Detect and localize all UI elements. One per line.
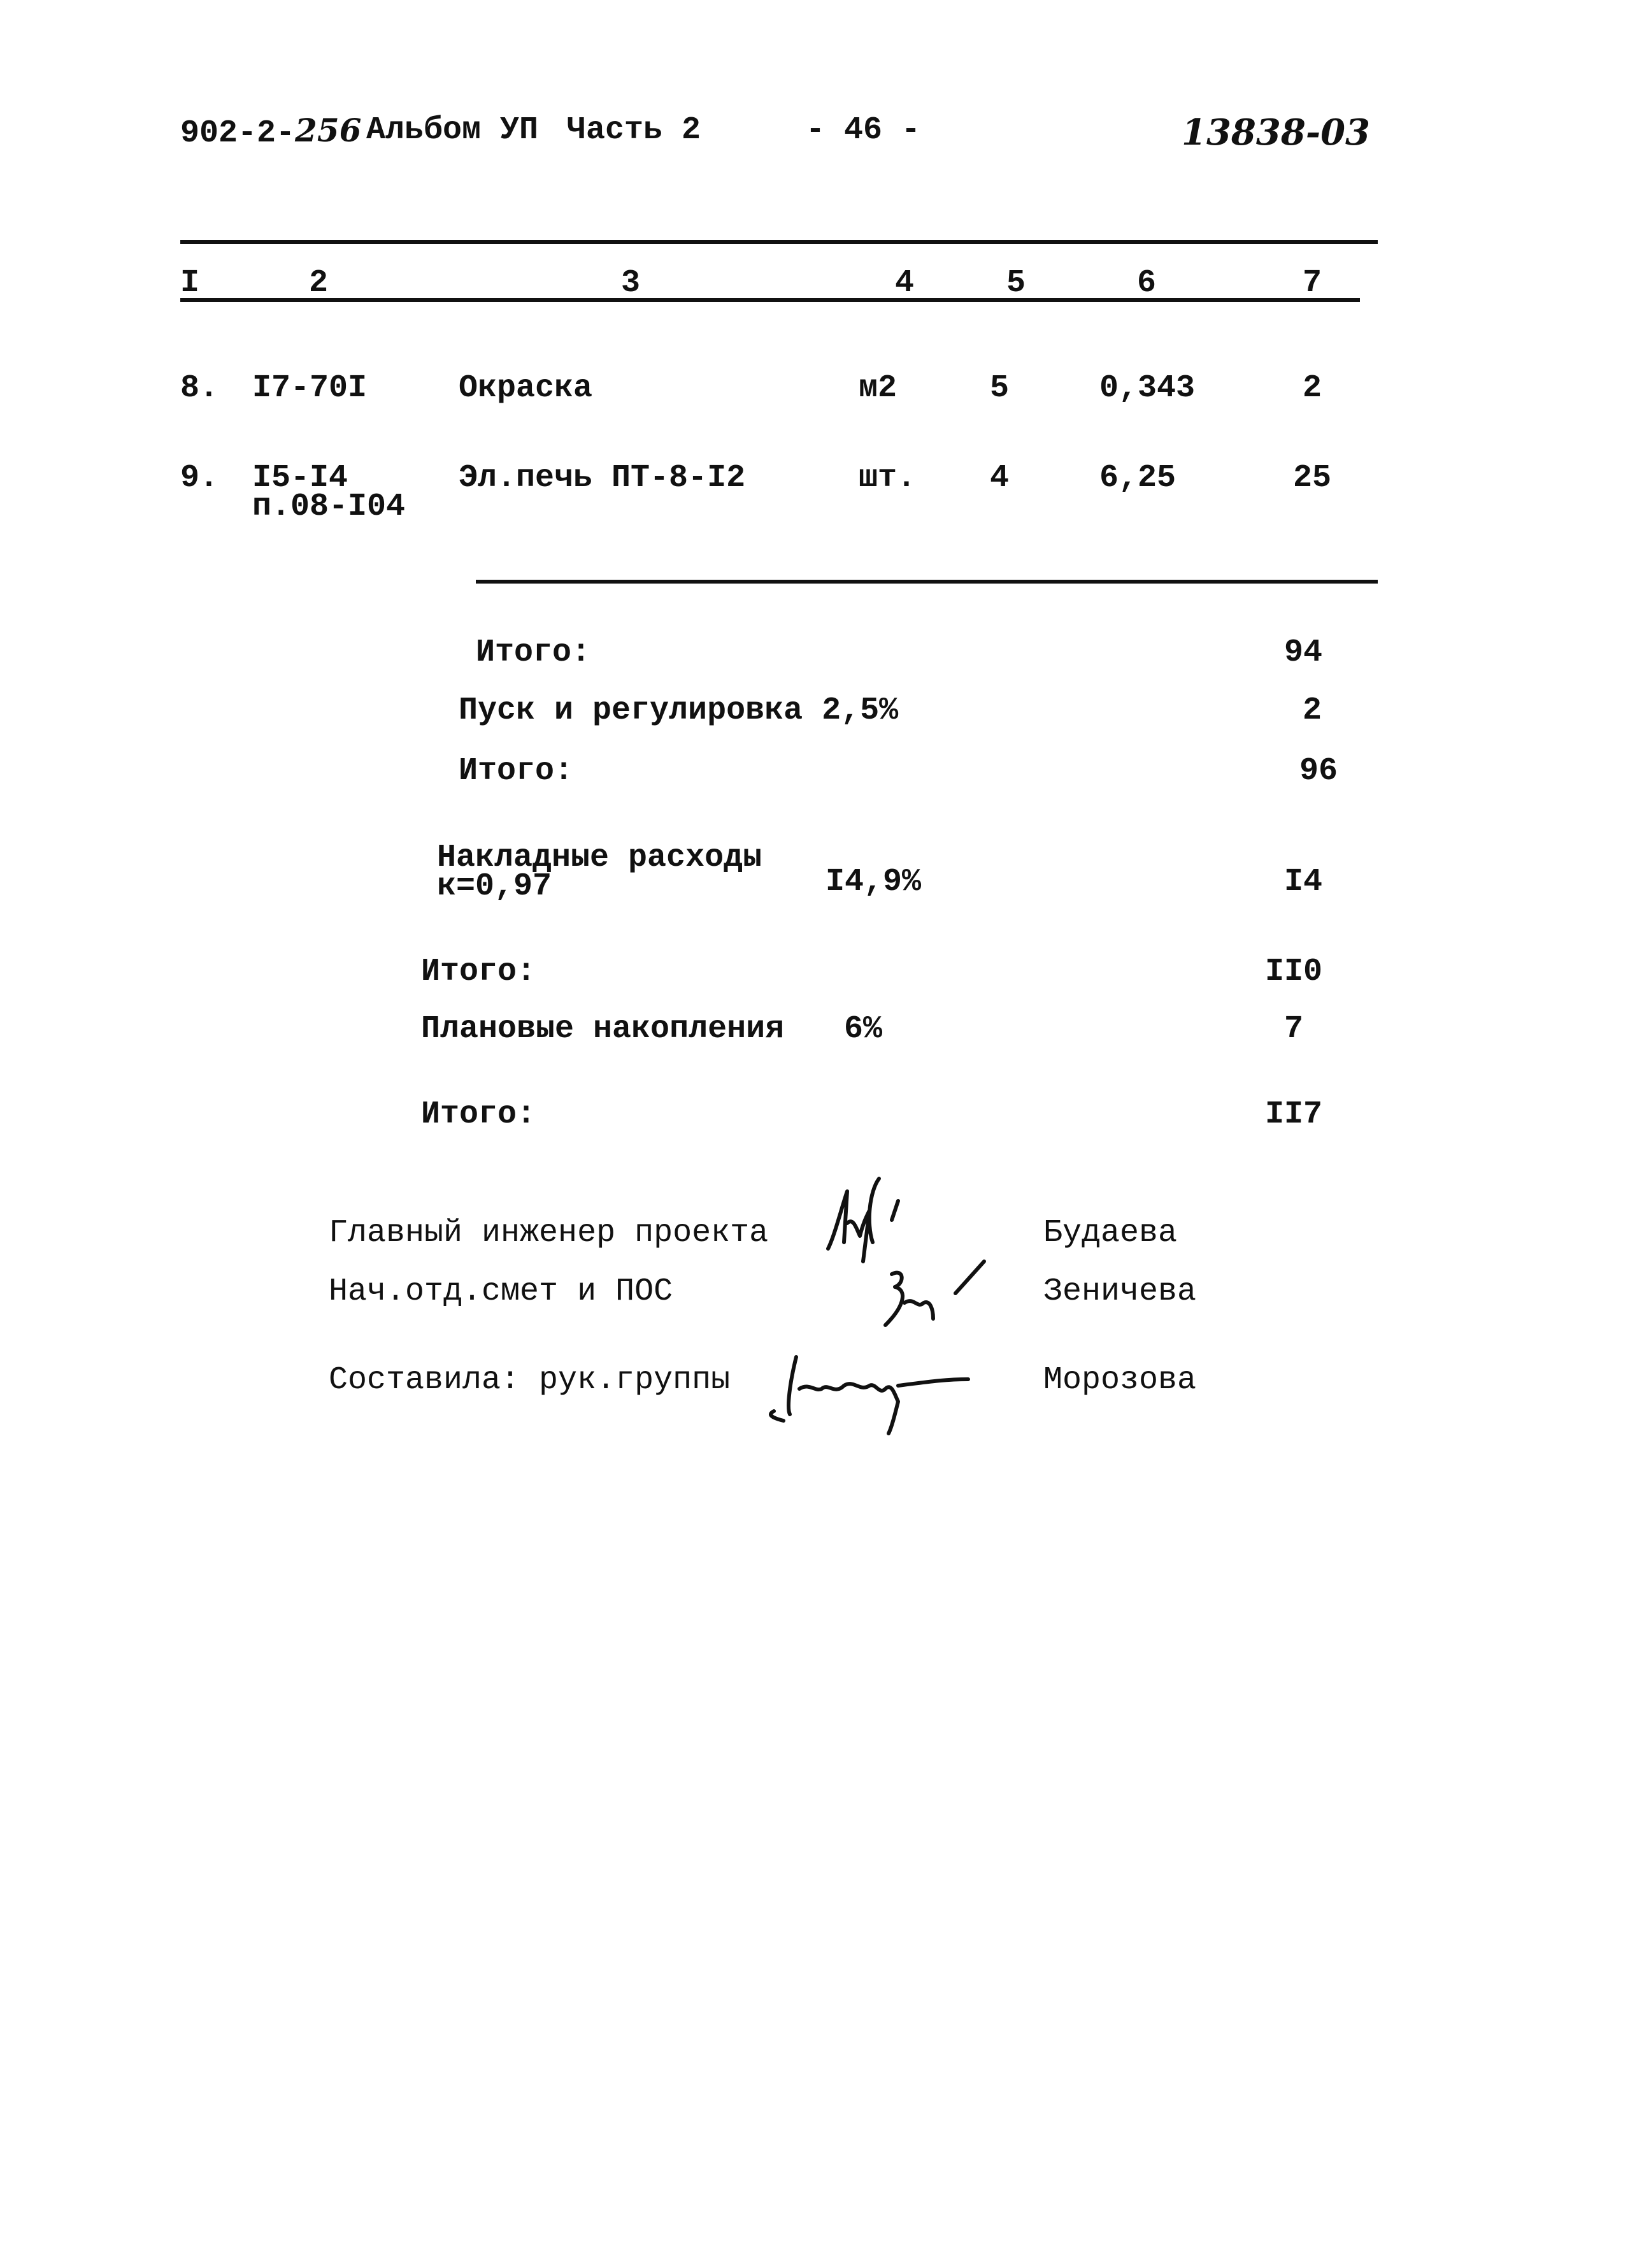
summary-rule — [476, 580, 1378, 584]
signature-name: Зеничева — [1043, 1274, 1197, 1310]
col-header-7: 7 — [1303, 265, 1322, 301]
summary-label: Пуск и регулировка 2,5% — [459, 693, 899, 729]
col-header-6: 6 — [1137, 265, 1157, 301]
signature-role: Составила: рук.группы — [329, 1362, 731, 1398]
row-code: I5-I4 — [252, 460, 348, 496]
row-qty: 5 — [990, 370, 1010, 406]
col-header-4: 4 — [895, 265, 915, 301]
signature-name: Морозова — [1043, 1362, 1197, 1398]
col-header-2: 2 — [309, 265, 329, 301]
summary-label: Накладные расходы — [437, 840, 762, 876]
summary-rate: 6% — [844, 1011, 883, 1047]
col-header-5: 5 — [1006, 265, 1026, 301]
summary-value: 7 — [1284, 1011, 1304, 1047]
col-header-3: 3 — [621, 265, 641, 301]
summary-value: II0 — [1265, 954, 1323, 990]
handwritten-signature-morozova — [769, 1355, 970, 1435]
summary-label: Итого: — [459, 753, 574, 789]
summary-label-line2: к=0,97 — [437, 868, 552, 905]
row-total: 2 — [1303, 370, 1322, 406]
summary-rate: I4,9% — [826, 864, 922, 900]
summary-value: II7 — [1265, 1096, 1323, 1133]
row-unit: м2 — [859, 370, 897, 406]
summary-label: Итого: — [476, 635, 591, 671]
part-label: Часть 2 — [567, 112, 701, 148]
top-rule — [180, 240, 1378, 244]
summary-value: 2 — [1303, 693, 1322, 729]
row-price: 6,25 — [1099, 460, 1176, 496]
row-code-line2: п.08-I04 — [252, 489, 406, 525]
row-total: 25 — [1293, 460, 1332, 496]
row-qty: 4 — [990, 460, 1010, 496]
row-unit: шт. — [859, 460, 917, 496]
inventory-number: 13838-03 — [1182, 111, 1370, 154]
summary-label: Итого: — [421, 954, 536, 990]
summary-value: I4 — [1284, 864, 1323, 900]
album-label: Альбом УП — [366, 112, 539, 148]
signature-name: Будаева — [1043, 1215, 1178, 1251]
summary-value: 94 — [1284, 635, 1323, 671]
summary-value: 96 — [1299, 753, 1338, 789]
document-code: 902-2-256 — [180, 115, 361, 150]
row-name: Окраска — [459, 370, 593, 406]
row-code: I7-70I — [252, 370, 368, 406]
signature-role: Нач.отд.смет и ПОС — [329, 1274, 673, 1310]
summary-label: Итого: — [421, 1096, 536, 1133]
handwritten-signature-budaeva — [826, 1177, 900, 1263]
row-number: 8. — [180, 370, 219, 406]
row-number: 9. — [180, 460, 219, 496]
col-header-1: I — [180, 265, 200, 301]
doc-code-handwritten: 256 — [295, 111, 362, 149]
handwritten-signature-zenicheva — [883, 1260, 986, 1327]
signature-role: Главный инженер проекта — [329, 1215, 769, 1251]
summary-label: Плановые накопления — [421, 1011, 785, 1047]
row-price: 0,343 — [1099, 370, 1196, 406]
header-rule — [180, 298, 1360, 302]
doc-code-prefix: 902-2- — [180, 115, 296, 152]
row-name: Эл.печь ПТ-8-I2 — [459, 460, 746, 496]
page-number: - 46 - — [806, 112, 921, 148]
